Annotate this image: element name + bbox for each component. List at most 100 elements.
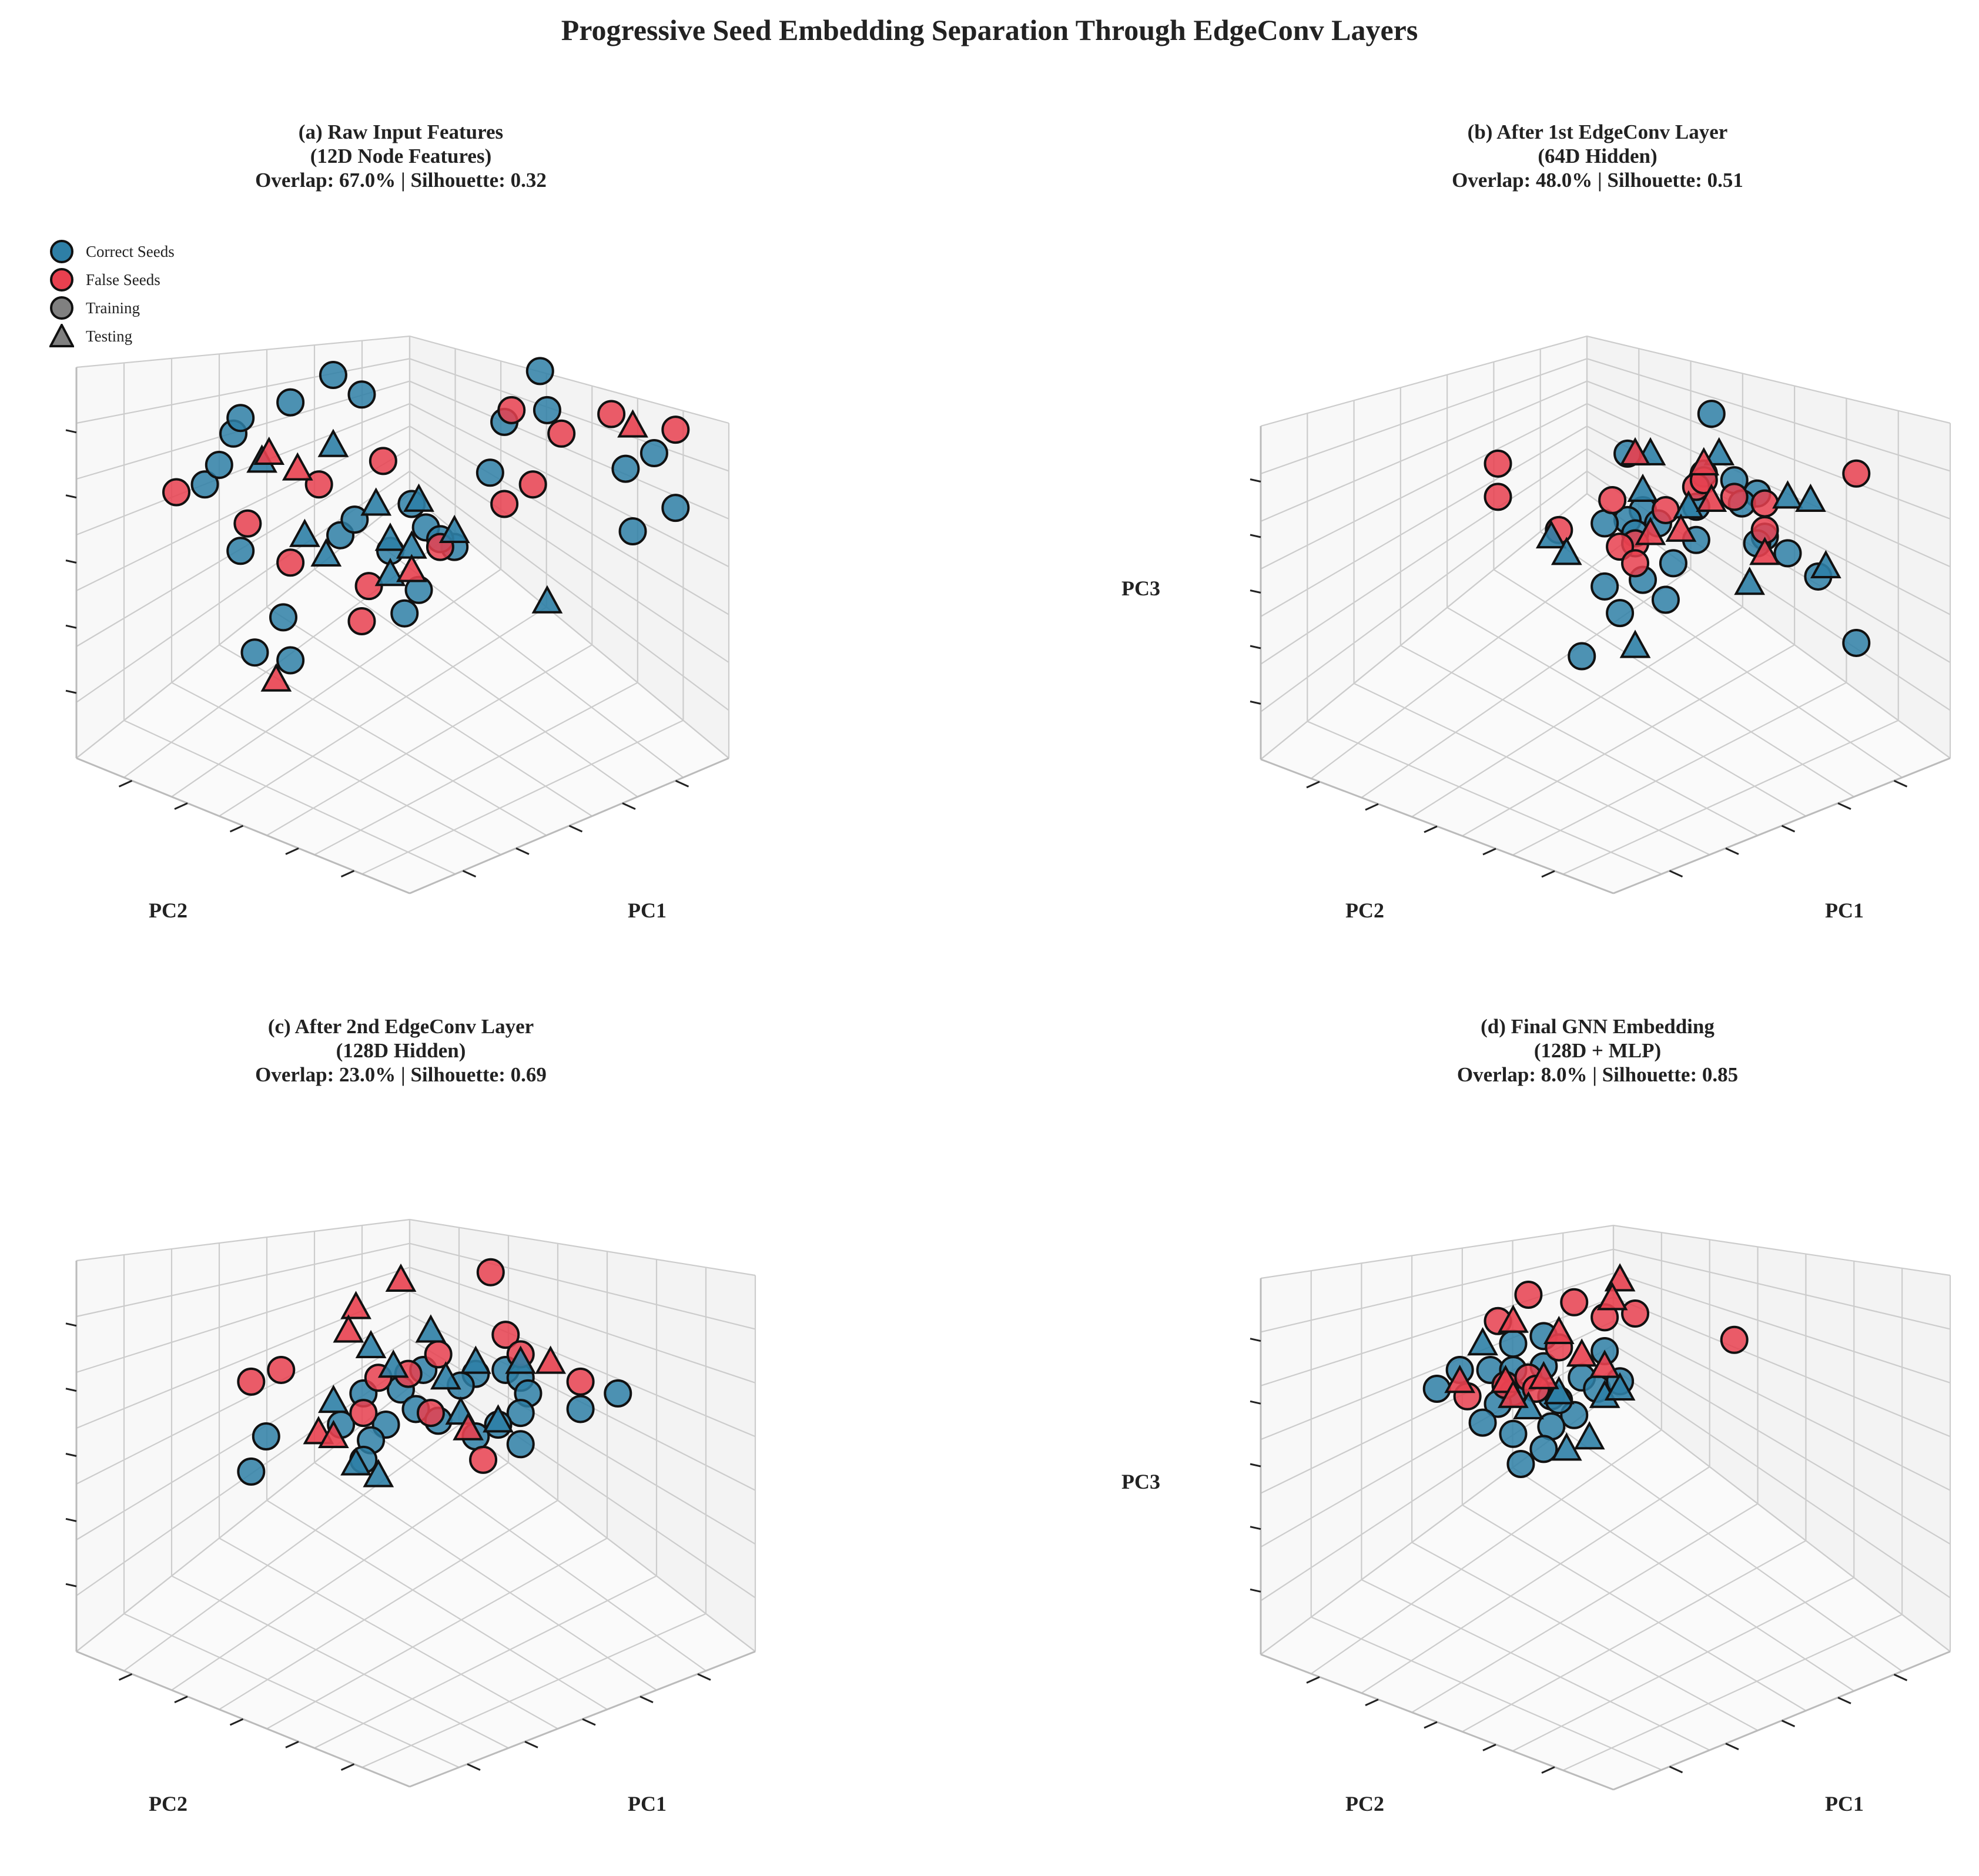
grid-line — [361, 1613, 706, 1768]
correct-seed-training-point — [661, 494, 690, 522]
panel-b-title-line2: (64D Hidden) — [1538, 145, 1657, 168]
correct-seed-training-point — [190, 470, 219, 499]
grid-line — [1562, 719, 1899, 875]
false-seed-training-point — [476, 1258, 505, 1287]
legend-item-testing: Testing — [49, 322, 175, 350]
z-tick — [1250, 645, 1261, 649]
correct-seed-training-point — [205, 451, 233, 479]
correct-seed-testing-point — [1573, 1421, 1605, 1450]
correct-seed-testing-point — [289, 518, 320, 547]
panel-b-title: (b) After 1st EdgeConv Layer (64D Hidden… — [1245, 120, 1950, 192]
false-seed-testing-point — [1635, 517, 1666, 545]
correct-seed-testing-point — [1734, 567, 1766, 595]
grid-line — [1260, 493, 1588, 760]
legend-correct-label: Correct Seeds — [86, 242, 175, 260]
x-tick — [1669, 870, 1683, 878]
correct-seed-testing-point — [415, 1314, 447, 1343]
correct-seed-testing-point — [403, 483, 434, 512]
z-tick — [65, 1388, 77, 1392]
panel-d-title-line2: (128D + MLP) — [1533, 1039, 1662, 1062]
axis-ticks — [1250, 478, 1908, 878]
correct-seed-testing-point — [1535, 520, 1567, 549]
data-points — [237, 1258, 632, 1488]
z-tick — [65, 1583, 77, 1587]
false-seed-testing-point — [1749, 537, 1780, 565]
false-seed-testing-point — [282, 452, 313, 481]
correct-seed-training-point — [506, 1430, 535, 1459]
false-seed-training-point — [1484, 449, 1512, 478]
false-seed-training-point — [566, 1367, 595, 1396]
x-tick — [675, 779, 689, 788]
correct-seed-testing-point — [430, 1361, 461, 1390]
correct-seed-testing-point — [1543, 1376, 1575, 1405]
correct-seed-testing-point — [317, 428, 349, 457]
grid-line — [219, 1499, 558, 1710]
grid-line — [1446, 607, 1806, 817]
false-seed-training-point — [233, 509, 262, 538]
false-seed-testing-point — [535, 1345, 567, 1374]
grid-line — [1361, 1466, 1710, 1694]
grid-line — [76, 1386, 410, 1652]
grid-line — [314, 568, 638, 798]
figure-title: Progressive Seed Embedding Separation Th… — [561, 14, 1418, 46]
x-tick — [582, 1718, 596, 1726]
correct-seed-testing-point — [318, 1384, 349, 1413]
panel-a-title-line2: (12D Node Features) — [310, 145, 492, 168]
grid-line — [1311, 1429, 1662, 1674]
x-tick — [639, 1696, 654, 1704]
panel-a-ylabel: PC2 — [149, 899, 187, 922]
correct-seed-training-point — [319, 361, 347, 390]
panel-c-title-line1: (c) After 2nd EdgeConv Layer — [267, 1015, 534, 1038]
panel-a-title-line3: Overlap: 67.0% | Silhouette: 0.32 — [255, 169, 547, 192]
grid-line — [314, 682, 638, 856]
false-seed-testing-point — [260, 663, 292, 692]
x-tick — [524, 1740, 538, 1748]
x-tick — [1781, 825, 1796, 833]
grid-line — [1493, 569, 1854, 798]
z-tick — [65, 560, 77, 564]
x-tick — [462, 870, 477, 878]
axis-ticks — [1250, 1338, 1908, 1774]
correct-seed-training-point — [611, 454, 640, 483]
grid-line — [123, 719, 456, 875]
correct-seed-testing-point — [438, 514, 470, 544]
false-seed-testing-point — [617, 409, 648, 438]
grid-line — [266, 1499, 608, 1710]
grid-line — [1462, 1540, 1806, 1733]
legend-false-label: False Seeds — [86, 270, 160, 289]
y-tick — [1424, 1721, 1438, 1729]
correct-seed-training-point — [1590, 572, 1619, 601]
false-seed-training-point — [237, 1367, 266, 1396]
grid-line — [1462, 1504, 1806, 1711]
data-points — [162, 357, 690, 692]
grid-line — [76, 1218, 756, 1277]
correct-seed-training-point — [226, 537, 255, 565]
grid-line — [1361, 1579, 1710, 1751]
false-seed-training-point — [518, 470, 547, 499]
grid-line — [123, 1424, 460, 1671]
correct-seed-training-point — [1568, 642, 1596, 671]
correct-seed-testing-point — [1551, 1432, 1582, 1461]
correct-seed-training-point — [618, 517, 647, 546]
correct-seed-training-point — [604, 1379, 632, 1408]
correct-seed-training-point — [276, 388, 305, 417]
panel-d-title-line1: (d) Final GNN Embedding — [1481, 1015, 1715, 1038]
correct-seed-training-point — [347, 380, 376, 409]
correct-seed-training-point — [566, 1395, 595, 1423]
z-tick — [1250, 478, 1261, 483]
false-seed-training-point — [1720, 483, 1749, 511]
grid-line — [361, 719, 684, 875]
legend-item-training: Training — [49, 294, 175, 322]
false-seed-testing-point — [396, 554, 427, 582]
y-tick — [118, 1673, 133, 1681]
y-tick — [1482, 1743, 1496, 1751]
correct-seed-training-point — [1842, 628, 1871, 657]
legend-item-correct: Correct Seeds — [49, 237, 175, 266]
false-seed-testing-point — [453, 1412, 484, 1441]
false-seed-training-point — [1484, 483, 1512, 511]
panel-a-title: (a) Raw Input Features (12D Node Feature… — [48, 120, 754, 192]
correct-seed-testing-point — [360, 487, 392, 516]
floor-pane — [76, 1387, 755, 1787]
data-points — [1422, 1263, 1749, 1478]
